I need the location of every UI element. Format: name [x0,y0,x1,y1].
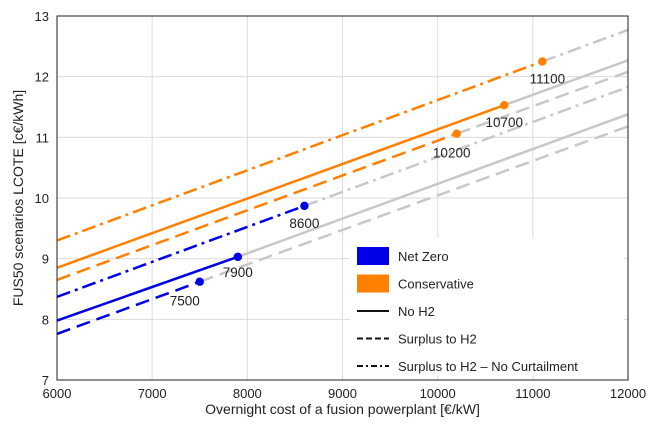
series-net-zero-surplus-to-h2 [56,280,201,336]
y-tick-label: 12 [35,70,49,85]
marker-net-zero-surplus-to-h2-no-curtailment [300,201,309,211]
marker-label-net-zero-surplus-to-h2-no-curtailment: 8600 [289,216,319,231]
legend-swatch-conservative [357,274,389,293]
marker-net-zero-no-h2 [233,252,243,262]
marker-conservative-no-h2 [500,100,509,110]
extension-conservative-no-h2 [503,59,629,107]
legend-label-surplus-to-h2: Surplus to H2 [398,332,477,347]
extension-conservative-surplus-to-h2-no-curtailment [541,28,629,63]
x-tick-label: 7000 [138,386,167,401]
y-tick-label: 7 [42,373,49,388]
y-tick-label: 8 [42,312,49,327]
legend-swatch-net-zero [357,247,389,265]
legend-background [350,238,624,376]
y-tick-label: 13 [35,9,49,24]
series-lines [56,60,543,336]
x-tick-label: 8000 [233,386,262,401]
legend-label-conservative: Conservative [398,277,474,292]
x-tick-label: 6000 [43,386,72,401]
y-axis-label: FUS50 scenarios LCOTE [c€/kWh] [10,90,26,306]
x-tick-labels: 6000 7000 8000 9000 10000 11000 12000 [43,386,647,401]
marker-label-net-zero-no-h2: 7900 [223,265,253,280]
legend-label-no-h2: No H2 [398,304,435,319]
legend: Net Zero Conservative No H2 Surplus to H2 Su… [350,238,624,376]
marker-label-conservative-surplus-to-h2-no-curtailment: 11100 [530,72,566,87]
series-net-zero-no-h2 [56,255,239,322]
x-tick-label: 11000 [515,386,550,401]
y-tick-labels: 7 8 9 10 11 12 13 [35,9,49,388]
series-conservative-no-h2 [56,104,505,269]
series-markers [195,57,547,286]
extension-net-zero-no-h2 [237,113,629,259]
extension-net-zero-surplus-to-h2 [199,125,629,283]
series-conservative-surplus-to-h2 [56,132,458,282]
x-axis-label: Overnight cost of a fusion powerplant [€… [205,401,480,417]
marker-conservative-surplus-to-h2-no-curtailment [538,57,547,66]
x-tick-label: 12000 [610,386,646,401]
marker-conservative-surplus-to-h2 [452,129,461,138]
plot-frame [56,15,629,381]
legend-label-net-zero: Net Zero [398,249,449,264]
x-tick-label: 9000 [328,386,357,401]
marker-labels: 7900 7500 8600 10700 10200 11100 [170,72,565,309]
marker-label-net-zero-surplus-to-h2: 7500 [170,294,200,309]
marker-label-conservative-no-h2: 10700 [486,115,524,130]
extension-lines [199,28,629,283]
series-conservative-surplus-to-h2-no-curtailment [56,60,543,242]
extension-conservative-surplus-to-h2 [456,70,629,135]
series-net-zero-surplus-to-h2-no-curtailment [56,204,305,299]
y-tick-label: 10 [35,191,49,206]
y-tick-label: 11 [36,130,50,145]
legend-label-surplus-to-h2-no-curtailment: Surplus to H2 – No Curtailment [398,359,578,374]
extension-net-zero-surplus-to-h2-no-curtailment [304,85,629,208]
marker-net-zero-surplus-to-h2 [195,277,204,286]
x-tick-label: 10000 [420,386,456,401]
marker-label-conservative-surplus-to-h2: 10200 [433,146,471,161]
y-tick-label: 9 [42,252,49,267]
